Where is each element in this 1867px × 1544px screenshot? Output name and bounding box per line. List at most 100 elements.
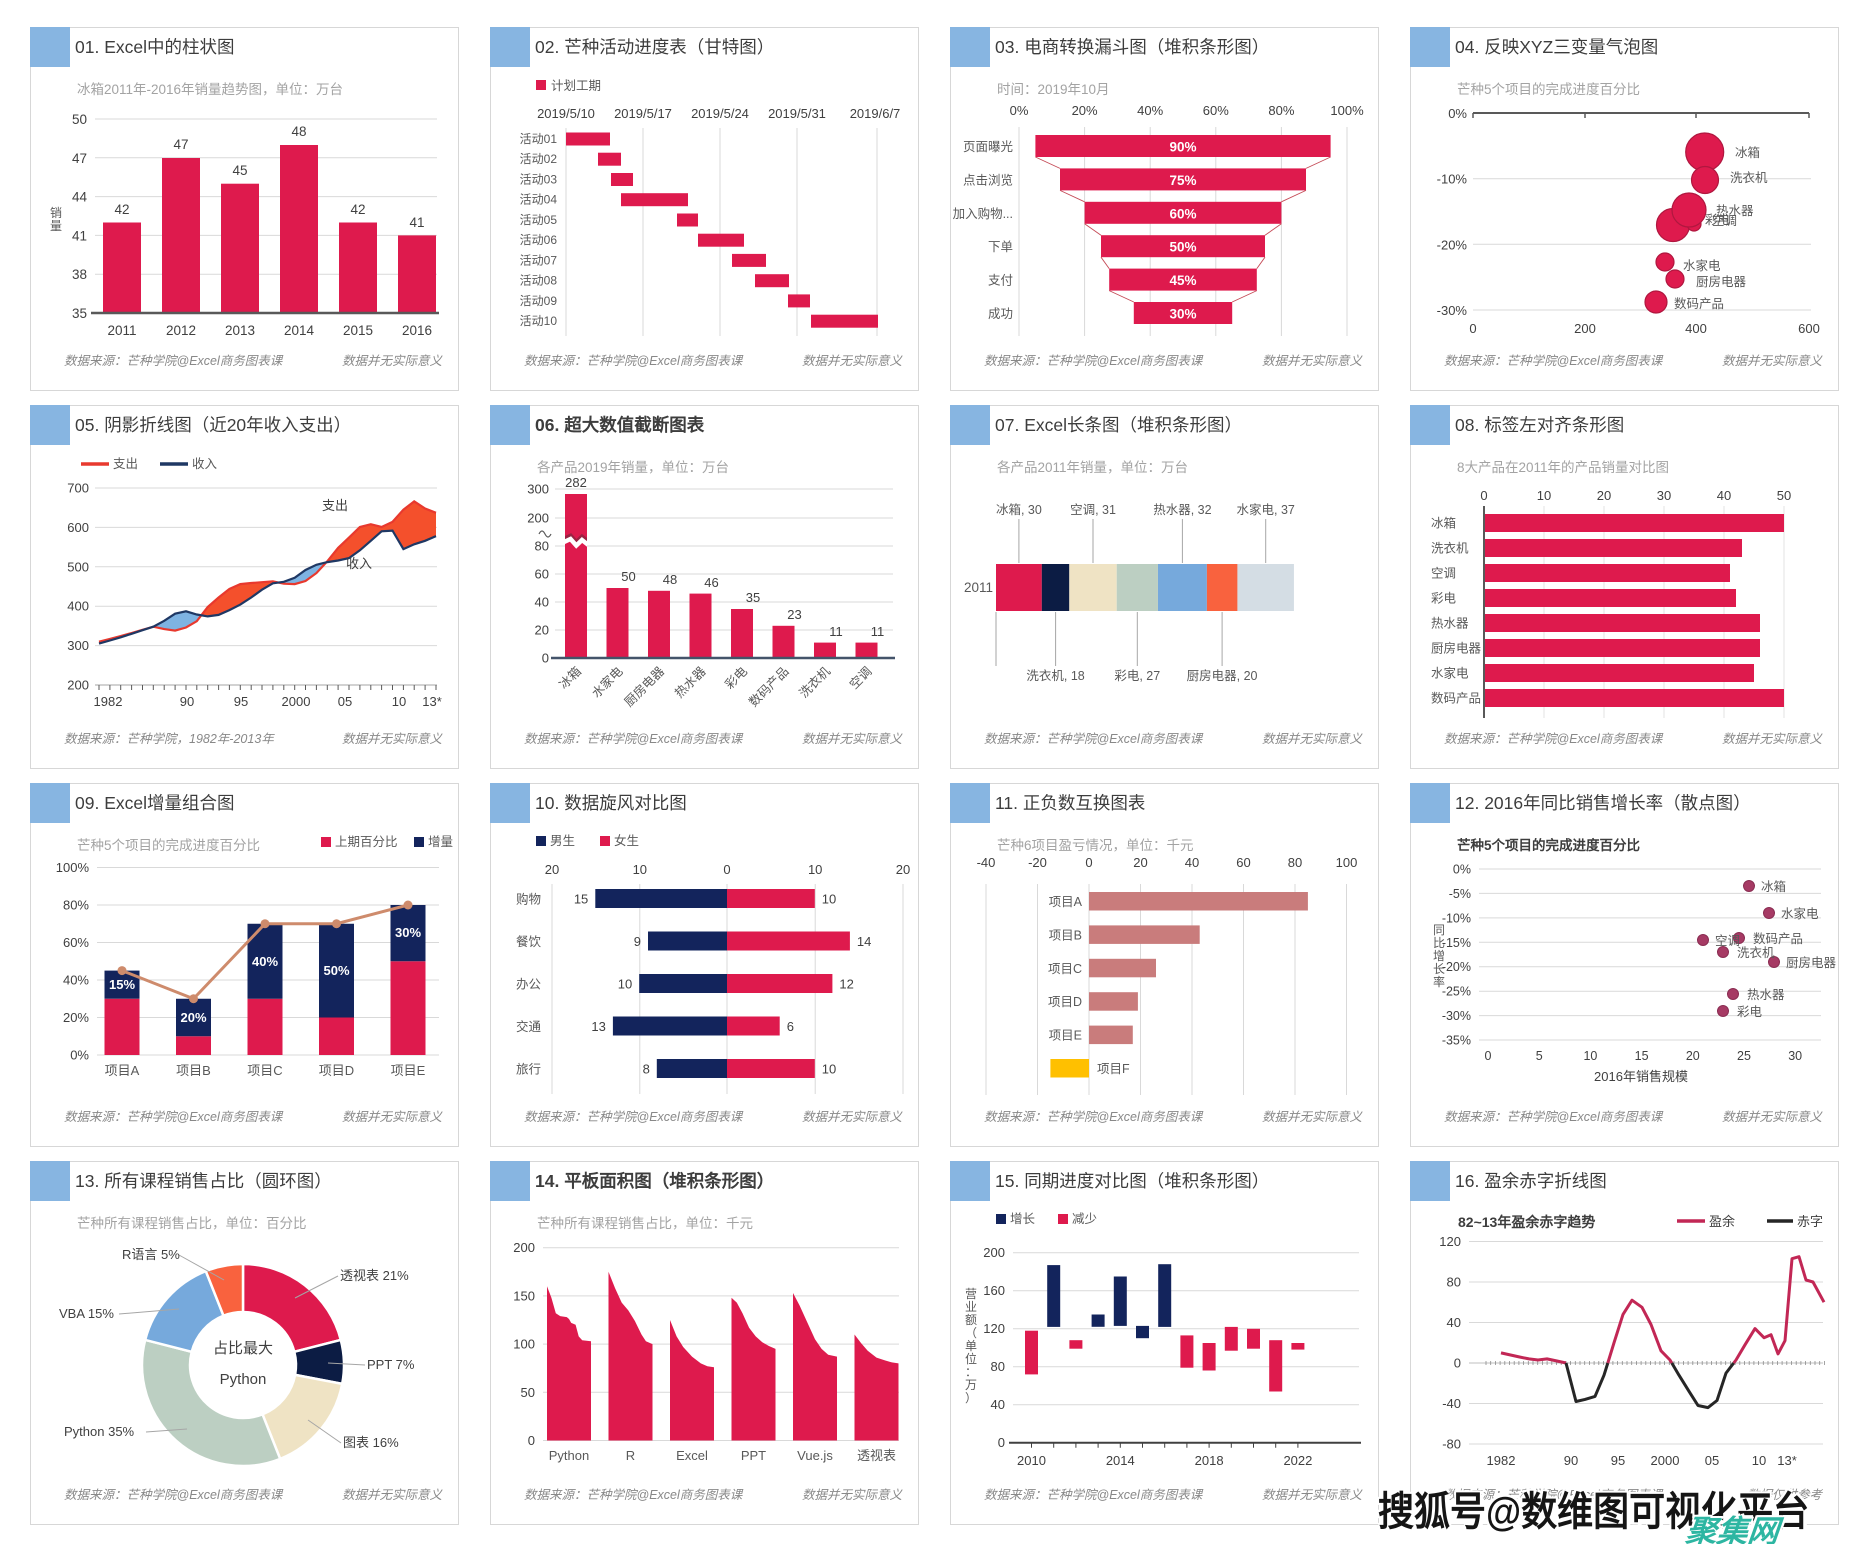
svg-text:餐饮: 餐饮 [516, 934, 542, 949]
svg-text:数码产品: 数码产品 [746, 664, 792, 710]
svg-text:加入购物...: 加入购物... [953, 206, 1013, 221]
svg-text:0%: 0% [1010, 103, 1029, 118]
svg-text:项目B: 项目B [1049, 928, 1082, 942]
svg-text:2019/5/17: 2019/5/17 [614, 106, 672, 121]
svg-text:热水器: 热水器 [1716, 204, 1754, 218]
svg-text:点击浏览: 点击浏览 [963, 172, 1013, 187]
svg-text:0: 0 [1469, 321, 1476, 336]
svg-text:0: 0 [1085, 855, 1092, 870]
svg-text:支付: 支付 [988, 274, 1013, 288]
svg-text:彩电: 彩电 [723, 664, 751, 692]
svg-text:活动09: 活动09 [520, 294, 558, 308]
svg-text:2019/5/31: 2019/5/31 [768, 106, 826, 121]
svg-text:厨房电器: 厨房电器 [1786, 955, 1837, 970]
svg-text:40: 40 [1717, 488, 1731, 503]
svg-text:活动07: 活动07 [520, 253, 558, 267]
svg-text:2019/6/7: 2019/6/7 [850, 106, 901, 121]
svg-text:42: 42 [114, 202, 129, 217]
svg-text:05: 05 [338, 694, 352, 709]
svg-text:洗衣机: 洗衣机 [796, 663, 833, 700]
svg-text:男生: 男生 [550, 834, 575, 848]
svg-text:0: 0 [528, 1433, 535, 1448]
svg-text:23: 23 [787, 607, 801, 622]
svg-text:收入: 收入 [192, 457, 218, 471]
svg-text:交通: 交通 [516, 1019, 542, 1034]
svg-text:洗衣机, 18: 洗衣机, 18 [1026, 668, 1084, 683]
svg-text:0: 0 [998, 1435, 1005, 1450]
svg-text:60%: 60% [1169, 206, 1196, 221]
svg-text:2019/5/24: 2019/5/24 [691, 106, 749, 121]
svg-text:200: 200 [513, 1240, 535, 1255]
svg-text:6: 6 [787, 1019, 794, 1034]
svg-text:-25%: -25% [1442, 985, 1471, 999]
svg-text:空调: 空调 [847, 664, 875, 692]
svg-text:11: 11 [871, 624, 885, 639]
svg-text:10: 10 [392, 694, 406, 709]
svg-text:400: 400 [1685, 321, 1707, 336]
svg-text:Python: Python [549, 1448, 589, 1463]
svg-text:活动04: 活动04 [520, 193, 558, 207]
svg-text:项目E: 项目E [391, 1063, 426, 1078]
svg-text:厨房电器, 20: 厨房电器, 20 [1187, 668, 1258, 683]
svg-text:-40: -40 [1442, 1396, 1461, 1411]
svg-text:VBA 15%: VBA 15% [59, 1306, 114, 1321]
svg-text:2013: 2013 [225, 323, 255, 338]
svg-text:空调: 空调 [1715, 934, 1740, 948]
svg-text:活动08: 活动08 [520, 274, 558, 288]
svg-text:-15%: -15% [1442, 936, 1471, 950]
svg-text:15: 15 [574, 892, 588, 907]
svg-text:-5%: -5% [1449, 887, 1471, 901]
svg-text:0: 0 [1480, 488, 1487, 503]
svg-text:-30%: -30% [1437, 303, 1468, 318]
svg-text:80%: 80% [63, 898, 89, 913]
svg-text:100: 100 [513, 1337, 535, 1352]
svg-text:10: 10 [822, 892, 836, 907]
svg-text:0%: 0% [70, 1048, 89, 1063]
svg-text:2015: 2015 [343, 323, 373, 338]
svg-text:购物: 购物 [516, 892, 541, 907]
svg-text:办公: 办公 [516, 977, 542, 992]
svg-text:47: 47 [173, 137, 188, 152]
svg-text:50: 50 [72, 112, 87, 127]
svg-text:282: 282 [565, 475, 587, 490]
svg-text:20: 20 [1133, 855, 1147, 870]
svg-text:41: 41 [72, 228, 87, 243]
svg-text:项目C: 项目C [247, 1063, 282, 1078]
svg-text:活动01: 活动01 [520, 132, 558, 146]
svg-text:400: 400 [67, 599, 89, 614]
svg-text:2016年销售规模: 2016年销售规模 [1594, 1069, 1688, 1084]
svg-text:增长: 增长 [1010, 1211, 1036, 1226]
svg-text:5: 5 [1536, 1049, 1543, 1063]
svg-text:120: 120 [983, 1321, 1005, 1336]
svg-text:30%: 30% [395, 925, 421, 940]
svg-text:11: 11 [829, 624, 843, 639]
svg-text:13: 13 [591, 1019, 605, 1034]
svg-text:35: 35 [746, 590, 760, 605]
svg-text:冰箱: 冰箱 [1735, 145, 1760, 160]
svg-text:厨房电器: 厨房电器 [1696, 274, 1747, 289]
svg-text:收入: 收入 [346, 556, 372, 571]
svg-text:90: 90 [180, 694, 194, 709]
svg-text:水家电: 水家电 [1781, 906, 1819, 921]
svg-text:90%: 90% [1169, 140, 1196, 155]
svg-text:15%: 15% [109, 977, 135, 992]
svg-text:空调: 空调 [1712, 214, 1737, 228]
svg-text:支出: 支出 [322, 498, 348, 513]
svg-text:下单: 下单 [988, 240, 1013, 254]
svg-text:20%: 20% [63, 1010, 89, 1025]
svg-text:500: 500 [67, 559, 89, 574]
svg-text:项目D: 项目D [1048, 995, 1082, 1009]
svg-text:占比最大: 占比最大 [213, 1340, 273, 1357]
svg-text:42: 42 [350, 202, 365, 217]
svg-text:项目F: 项目F [1097, 1062, 1130, 1076]
svg-text:页面曝光: 页面曝光 [963, 140, 1013, 154]
svg-text:女生: 女生 [614, 833, 639, 848]
svg-text:厨房电器: 厨房电器 [621, 663, 667, 709]
svg-text:空调: 空调 [1431, 567, 1456, 581]
svg-text:10: 10 [618, 977, 632, 992]
svg-text:2014: 2014 [284, 323, 315, 338]
svg-text:10: 10 [1752, 1453, 1766, 1468]
svg-text:2010: 2010 [1017, 1453, 1046, 1468]
svg-text:600: 600 [1798, 321, 1820, 336]
svg-text:项目A: 项目A [105, 1063, 140, 1078]
